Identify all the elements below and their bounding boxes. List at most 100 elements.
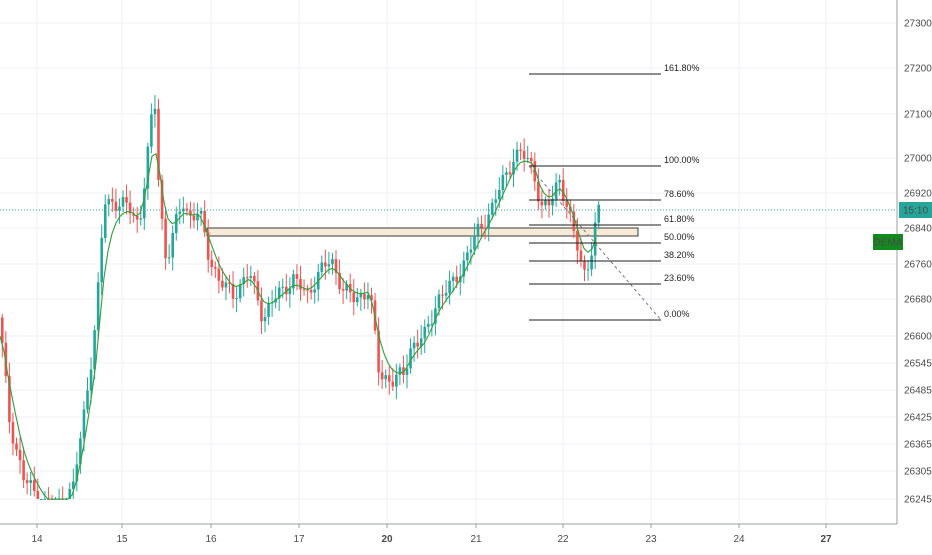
axis-corner	[897, 524, 932, 550]
candle-body	[501, 174, 505, 191]
candle-body	[277, 287, 281, 299]
candle-body	[427, 324, 430, 327]
x-tick-label: 15	[116, 534, 128, 545]
x-tick-label: 14	[31, 534, 43, 545]
candle	[164, 207, 167, 270]
candle-body	[107, 198, 111, 205]
candle-body	[416, 342, 419, 347]
candle-body	[114, 201, 118, 211]
candle	[473, 223, 476, 256]
candle-body	[395, 374, 398, 387]
fibonacci-retracement[interactable]: 161.80% 100.00% 78.60% 61.80% 50.00% 38.20% 23…	[528, 63, 700, 321]
candle-body	[281, 286, 285, 288]
y-axis-labels[interactable]: 27300 27200 27100 27000 26920 26840 26760 26680…	[904, 19, 932, 506]
candle	[125, 184, 128, 215]
candle-body	[22, 460, 25, 481]
candle-body	[519, 149, 522, 151]
fib-level-label: 50.00%	[664, 232, 695, 242]
candle	[558, 174, 561, 196]
candle-body	[391, 381, 395, 387]
candle	[444, 279, 448, 303]
y-tick-label: 26485	[904, 386, 932, 397]
candle-body	[79, 438, 82, 465]
candle	[36, 478, 40, 499]
candle-body	[299, 278, 302, 290]
x-axis-labels[interactable]: 14 15 16 17 20 21 22 23 24 27	[31, 524, 832, 545]
candle-body	[40, 499, 43, 500]
candle	[565, 188, 569, 219]
candle	[157, 98, 160, 187]
dema-line	[0, 152, 597, 500]
candle	[405, 354, 409, 389]
candle-body	[132, 213, 135, 216]
candle-body	[359, 294, 363, 298]
candle-body	[196, 213, 199, 221]
candle-body	[576, 230, 579, 251]
candle-body	[370, 295, 373, 301]
y-tick-label: 26425	[904, 413, 932, 424]
candle	[522, 138, 526, 172]
candle	[505, 167, 508, 188]
candle-body	[210, 259, 214, 268]
candle-body	[309, 289, 313, 293]
candle-body	[473, 235, 476, 250]
candle-body	[430, 323, 434, 325]
candle-body	[8, 376, 11, 423]
candle-body	[423, 326, 427, 339]
candle-body	[29, 480, 32, 483]
candle-body	[72, 481, 75, 490]
candle-body	[242, 277, 245, 285]
candle-body	[419, 338, 423, 347]
candle-body	[529, 157, 533, 162]
candle-body	[476, 223, 480, 236]
candle-body	[199, 211, 203, 214]
candle-body	[565, 200, 569, 207]
candle-body	[313, 289, 316, 293]
x-tick-label: 20	[381, 534, 393, 545]
y-tick-label: 26245	[904, 495, 932, 506]
fib-level-label: 23.60%	[664, 273, 695, 283]
candle-body	[249, 275, 253, 278]
candle-body	[139, 218, 143, 220]
x-tick-label: 22	[557, 534, 569, 545]
candle	[359, 288, 363, 311]
candle-body	[228, 282, 231, 284]
candle	[277, 280, 281, 311]
candle-body	[146, 146, 150, 189]
candle	[214, 261, 217, 279]
y-tick-label: 26760	[904, 260, 932, 271]
candle	[285, 273, 288, 302]
candle-body	[526, 157, 529, 160]
candle	[121, 190, 125, 212]
candle	[178, 198, 182, 225]
candle-body	[533, 161, 537, 182]
candle-body	[125, 197, 128, 203]
candle	[448, 270, 451, 305]
candle-body	[189, 210, 192, 216]
dema-badge	[873, 234, 903, 250]
candle-body	[238, 284, 242, 299]
candle	[313, 276, 316, 304]
candle	[253, 271, 256, 295]
candle-body	[327, 264, 331, 267]
candle-body	[263, 317, 267, 322]
candle-body	[25, 480, 29, 483]
candle-body	[466, 252, 469, 261]
candle	[434, 296, 437, 336]
candle-body	[586, 269, 590, 271]
candle-body	[405, 368, 409, 375]
candle-body	[498, 190, 501, 200]
candle	[22, 447, 25, 488]
candle-body	[341, 289, 345, 291]
y-tick-label: 26840	[904, 224, 932, 235]
candle	[363, 282, 366, 309]
candle-body	[203, 211, 206, 233]
candle-body	[569, 206, 572, 212]
candle-body	[89, 369, 93, 391]
dema-badge-text: DEMA	[874, 238, 903, 249]
candle	[384, 369, 387, 389]
candle-body	[441, 294, 444, 296]
